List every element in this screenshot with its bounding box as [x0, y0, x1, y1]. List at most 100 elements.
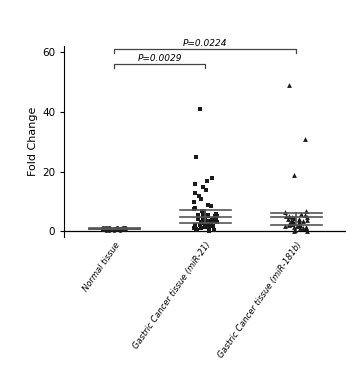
Point [205, 212, 211, 218]
Point [291, 219, 296, 225]
Point [205, 220, 210, 226]
Point [287, 221, 292, 227]
Point [304, 213, 310, 219]
Point [303, 208, 308, 214]
Point [210, 216, 216, 222]
Point [286, 222, 292, 228]
Point [202, 208, 207, 214]
Point [100, 226, 105, 232]
Point [193, 226, 199, 232]
Point [200, 213, 206, 219]
Point [193, 154, 199, 160]
Point [200, 215, 206, 221]
Point [206, 225, 212, 231]
Point [191, 206, 197, 212]
Point [303, 224, 309, 231]
Point [202, 217, 208, 223]
Point [201, 211, 206, 217]
Point [196, 193, 202, 199]
Point [296, 216, 301, 222]
Point [303, 224, 309, 230]
Point [210, 175, 215, 181]
Point [198, 226, 203, 232]
Point [202, 224, 207, 230]
Point [201, 214, 207, 220]
Point [212, 218, 217, 224]
Point [121, 226, 127, 232]
Point [192, 222, 198, 228]
Point [288, 218, 294, 224]
Point [213, 211, 219, 217]
Point [304, 228, 310, 234]
Point [291, 172, 297, 178]
Point [201, 210, 207, 216]
Text: P=0.0029: P=0.0029 [137, 54, 182, 63]
Y-axis label: Fold Change: Fold Change [28, 107, 38, 177]
Point [121, 226, 127, 232]
Point [104, 226, 109, 232]
Point [100, 226, 106, 232]
Point [285, 216, 291, 222]
Point [200, 183, 206, 190]
Point [192, 180, 197, 187]
Point [302, 212, 308, 218]
Point [202, 221, 208, 228]
Point [294, 223, 300, 229]
Point [198, 219, 204, 226]
Point [201, 210, 206, 216]
Point [302, 136, 308, 142]
Point [117, 227, 123, 233]
Point [114, 225, 120, 231]
Point [297, 221, 302, 228]
Point [203, 187, 209, 193]
Point [291, 220, 296, 226]
Point [122, 225, 128, 231]
Point [211, 227, 217, 233]
Point [296, 223, 302, 229]
Point [213, 214, 218, 221]
Text: P=0.0224: P=0.0224 [183, 39, 227, 48]
Point [198, 220, 204, 226]
Point [303, 225, 309, 231]
Point [290, 221, 295, 228]
Point [100, 226, 106, 232]
Point [296, 217, 302, 223]
Point [197, 106, 203, 112]
Point [113, 226, 119, 232]
Point [291, 224, 297, 230]
Point [204, 178, 210, 184]
Point [291, 215, 297, 221]
Point [103, 226, 109, 232]
Point [122, 226, 128, 232]
Point [191, 198, 197, 205]
Point [111, 227, 117, 233]
Point [202, 209, 207, 215]
Point [205, 213, 211, 219]
Point [106, 226, 111, 232]
Point [118, 226, 124, 232]
Point [300, 218, 306, 224]
Point [197, 223, 203, 229]
Point [112, 226, 118, 232]
Point [214, 219, 220, 225]
Point [206, 224, 211, 230]
Point [210, 223, 216, 229]
Point [286, 213, 292, 219]
Point [206, 201, 211, 208]
Point [120, 225, 126, 231]
Point [103, 227, 109, 233]
Point [106, 225, 112, 231]
Point [209, 216, 215, 223]
Point [297, 223, 303, 229]
Point [192, 190, 198, 196]
Point [100, 226, 106, 232]
Point [112, 226, 118, 232]
Point [118, 226, 124, 232]
Point [297, 226, 303, 232]
Point [289, 221, 295, 227]
Point [208, 203, 213, 209]
Point [213, 217, 219, 223]
Point [207, 221, 213, 227]
Point [195, 212, 201, 218]
Point [212, 213, 217, 219]
